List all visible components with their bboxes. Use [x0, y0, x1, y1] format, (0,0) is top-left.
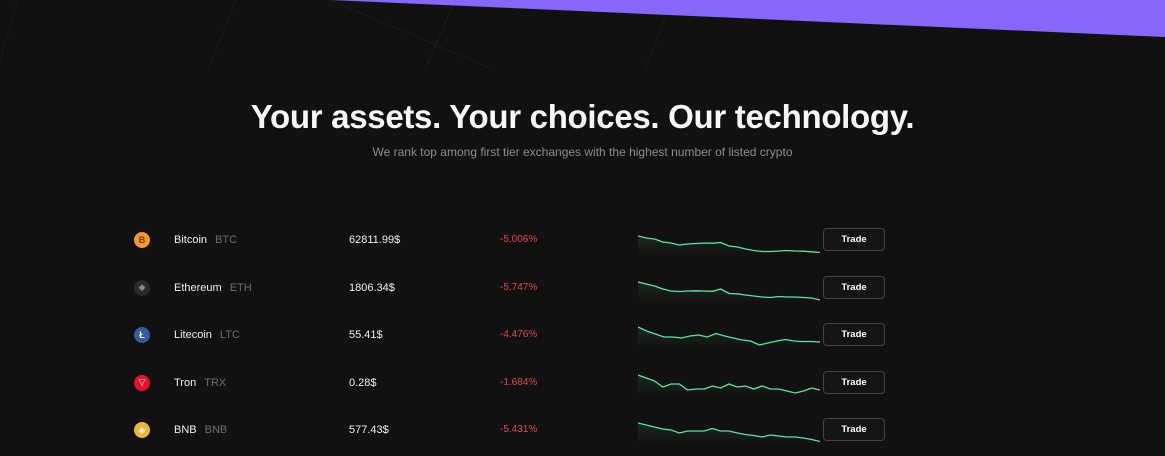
asset-symbol: LTC	[219, 329, 240, 341]
asset-name: Ethereum	[174, 281, 222, 294]
ethereum-icon: ◆	[134, 279, 150, 296]
hero-subtitle: We rank top among first tier exchanges w…	[372, 145, 793, 159]
purple-banner-shape	[330, 0, 1165, 37]
trade-button-bnb[interactable]: Trade	[823, 418, 885, 441]
sparkline-chart	[638, 422, 820, 444]
asset-symbol: BTC	[215, 234, 238, 246]
hero-title: Your assets. Your choices. Our technolog…	[250, 98, 915, 135]
asset-name: Tron	[174, 376, 197, 389]
asset-row-btc: B Bitcoin BTC 62811.99$ -5.006% Trade	[0, 216, 1165, 264]
trade-button-eth[interactable]: Trade	[823, 275, 885, 299]
asset-symbol: TRX	[204, 376, 227, 389]
bitcoin-icon: B	[134, 232, 150, 248]
asset-price: 577.43$	[349, 424, 389, 436]
asset-change: -5.006%	[500, 234, 538, 245]
asset-change: -1.684%	[500, 376, 538, 388]
asset-price: 62811.99$	[349, 234, 401, 246]
asset-row-trx: ▽ Tron TRX 0.28$ -1.684% Trade	[0, 359, 1165, 407]
asset-price: 0.28$	[349, 376, 377, 389]
asset-name: BNB	[174, 424, 197, 436]
litecoin-icon: Ł	[134, 327, 150, 343]
sparkline-chart	[638, 280, 820, 302]
asset-row-eth: ◆ Ethereum ETH 1806.34$ -5.747% Trade	[0, 264, 1165, 312]
asset-price: 1806.34$	[349, 281, 395, 294]
asset-symbol: ETH	[229, 281, 252, 294]
bnb-icon: ◈	[134, 422, 150, 438]
hero-section: Your assets. Your choices. Our technolog…	[0, 96, 1165, 160]
tron-icon: ▽	[134, 374, 150, 391]
asset-name: Litecoin	[174, 329, 212, 341]
asset-change: -5.747%	[500, 281, 538, 293]
asset-change: -5.431%	[500, 424, 538, 435]
trade-button-ltc[interactable]: Trade	[823, 323, 885, 346]
asset-price: 55.41$	[349, 329, 383, 341]
asset-row-ltc: Ł Litecoin LTC 55.41$ -4.476% Trade	[0, 311, 1165, 359]
trade-button-btc[interactable]: Trade	[823, 228, 885, 251]
asset-change: -4.476%	[500, 329, 538, 340]
sparkline-chart	[638, 235, 820, 254]
asset-row-bnb: ◈ BNB BNB 577.43$ -5.431% Trade	[0, 406, 1165, 454]
sparkline-chart	[638, 373, 820, 397]
sparkline-chart	[638, 326, 820, 349]
asset-symbol: BNB	[204, 424, 228, 436]
asset-list: B Bitcoin BTC 62811.99$ -5.006% Trade ◆ E…	[0, 216, 1165, 454]
trade-button-trx[interactable]: Trade	[823, 370, 885, 394]
asset-name: Bitcoin	[174, 234, 208, 246]
